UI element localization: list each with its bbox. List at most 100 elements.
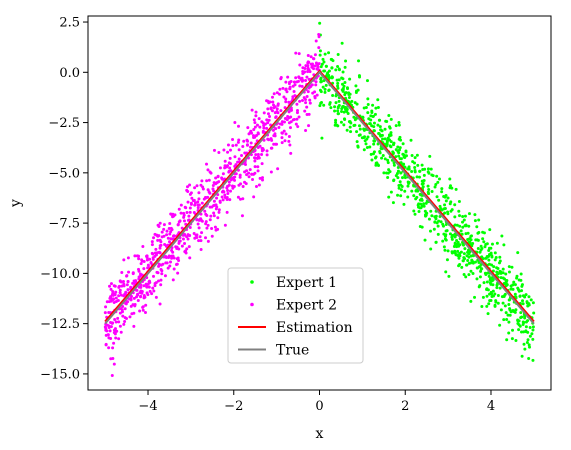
scatter-point	[169, 212, 173, 216]
scatter-point	[437, 177, 441, 181]
scatter-point	[307, 86, 311, 90]
scatter-point	[123, 320, 127, 323]
scatter-point	[196, 222, 200, 226]
scatter-point	[167, 255, 171, 259]
scatter-point	[404, 154, 408, 158]
scatter-point	[496, 293, 500, 297]
scatter-point	[389, 190, 393, 194]
scatter-point	[392, 178, 396, 182]
scatter-point	[309, 55, 313, 59]
y-tick-label: −7.5	[48, 217, 80, 232]
scatter-point	[111, 289, 115, 293]
scatter-point	[271, 100, 275, 104]
scatter-point	[142, 267, 146, 271]
scatter-point	[443, 248, 447, 252]
scatter-point	[442, 207, 446, 211]
scatter-point	[199, 183, 203, 187]
scatter-point	[349, 130, 353, 134]
scatter-point	[401, 142, 405, 146]
scatter-point	[200, 219, 203, 222]
scatter-point	[403, 176, 407, 180]
scatter-point	[169, 260, 172, 264]
scatter-point	[406, 184, 410, 188]
x-tick-label: 0	[315, 399, 323, 414]
scatter-point	[245, 173, 249, 177]
scatter-point	[485, 254, 489, 258]
scatter-point	[260, 147, 264, 151]
scatter-point	[457, 200, 461, 203]
scatter-point	[186, 185, 189, 189]
scatter-point	[103, 311, 107, 315]
scatter-point	[186, 200, 190, 204]
scatter-point	[256, 169, 260, 173]
scatter-point	[294, 51, 298, 55]
scatter-point	[252, 195, 256, 199]
scatter-point	[206, 239, 210, 243]
scatter-point	[524, 320, 528, 324]
scatter-point	[239, 182, 243, 186]
scatter-point	[391, 151, 395, 155]
scatter-point	[364, 142, 368, 146]
scatter-point	[420, 182, 424, 186]
scatter-point	[441, 222, 445, 226]
scatter-point	[355, 130, 359, 134]
scatter-point	[144, 303, 148, 307]
x-axis-ticks: −4 −2 0 2 4	[138, 390, 495, 414]
scatter-point	[512, 309, 516, 313]
scatter-point	[211, 184, 215, 188]
scatter-point	[107, 300, 111, 304]
scatter-point	[418, 225, 422, 229]
scatter-point	[448, 177, 452, 181]
scatter-point	[236, 140, 240, 144]
scatter-point	[450, 208, 454, 212]
scatter-point	[287, 110, 291, 114]
scatter-point	[479, 244, 483, 248]
legend-item: Estimation	[238, 320, 353, 336]
scatter-point	[234, 143, 238, 147]
scatter-point	[365, 137, 369, 141]
scatter-point	[347, 95, 351, 99]
scatter-point	[248, 168, 252, 172]
scatter-point	[389, 131, 393, 135]
scatter-point	[118, 311, 122, 315]
scatter-point	[159, 283, 163, 287]
scatter-point	[137, 269, 141, 273]
scatter-point	[253, 171, 257, 175]
scatter-point	[188, 206, 192, 210]
scatter-point	[493, 304, 497, 308]
scatter-point	[352, 115, 356, 119]
scatter-point	[157, 264, 161, 268]
scatter-point	[283, 106, 287, 110]
legend-item: Expert 1	[250, 275, 337, 291]
scatter-point	[117, 284, 121, 288]
scatter-point	[104, 333, 108, 337]
scatter-point	[335, 78, 339, 82]
scatter-point	[107, 325, 111, 329]
scatter-point	[401, 152, 405, 156]
scatter-point	[151, 286, 155, 290]
scatter-point	[396, 193, 400, 197]
scatter-point	[185, 210, 189, 214]
scatter-point	[520, 354, 524, 358]
scatter-point	[255, 123, 259, 127]
scatter-point	[145, 254, 149, 258]
y-tick-label: −10.0	[40, 267, 80, 282]
scatter-point	[275, 110, 279, 114]
scatter-point	[343, 81, 347, 85]
scatter-point	[319, 80, 323, 84]
scatter-point	[528, 334, 532, 338]
y-tick-label: 2.5	[59, 16, 80, 31]
scatter-point	[502, 243, 506, 247]
scatter-point	[362, 148, 366, 152]
scatter-point	[406, 195, 410, 199]
scatter-point	[355, 102, 359, 106]
scatter-point	[131, 272, 135, 276]
scatter-point	[155, 270, 159, 274]
scatter-point	[494, 256, 498, 260]
scatter-point	[458, 224, 462, 228]
scatter-point	[304, 129, 308, 133]
scatter-point	[520, 283, 524, 287]
scatter-point	[320, 100, 324, 104]
scatter-point	[108, 284, 112, 288]
scatter-point	[523, 295, 527, 299]
